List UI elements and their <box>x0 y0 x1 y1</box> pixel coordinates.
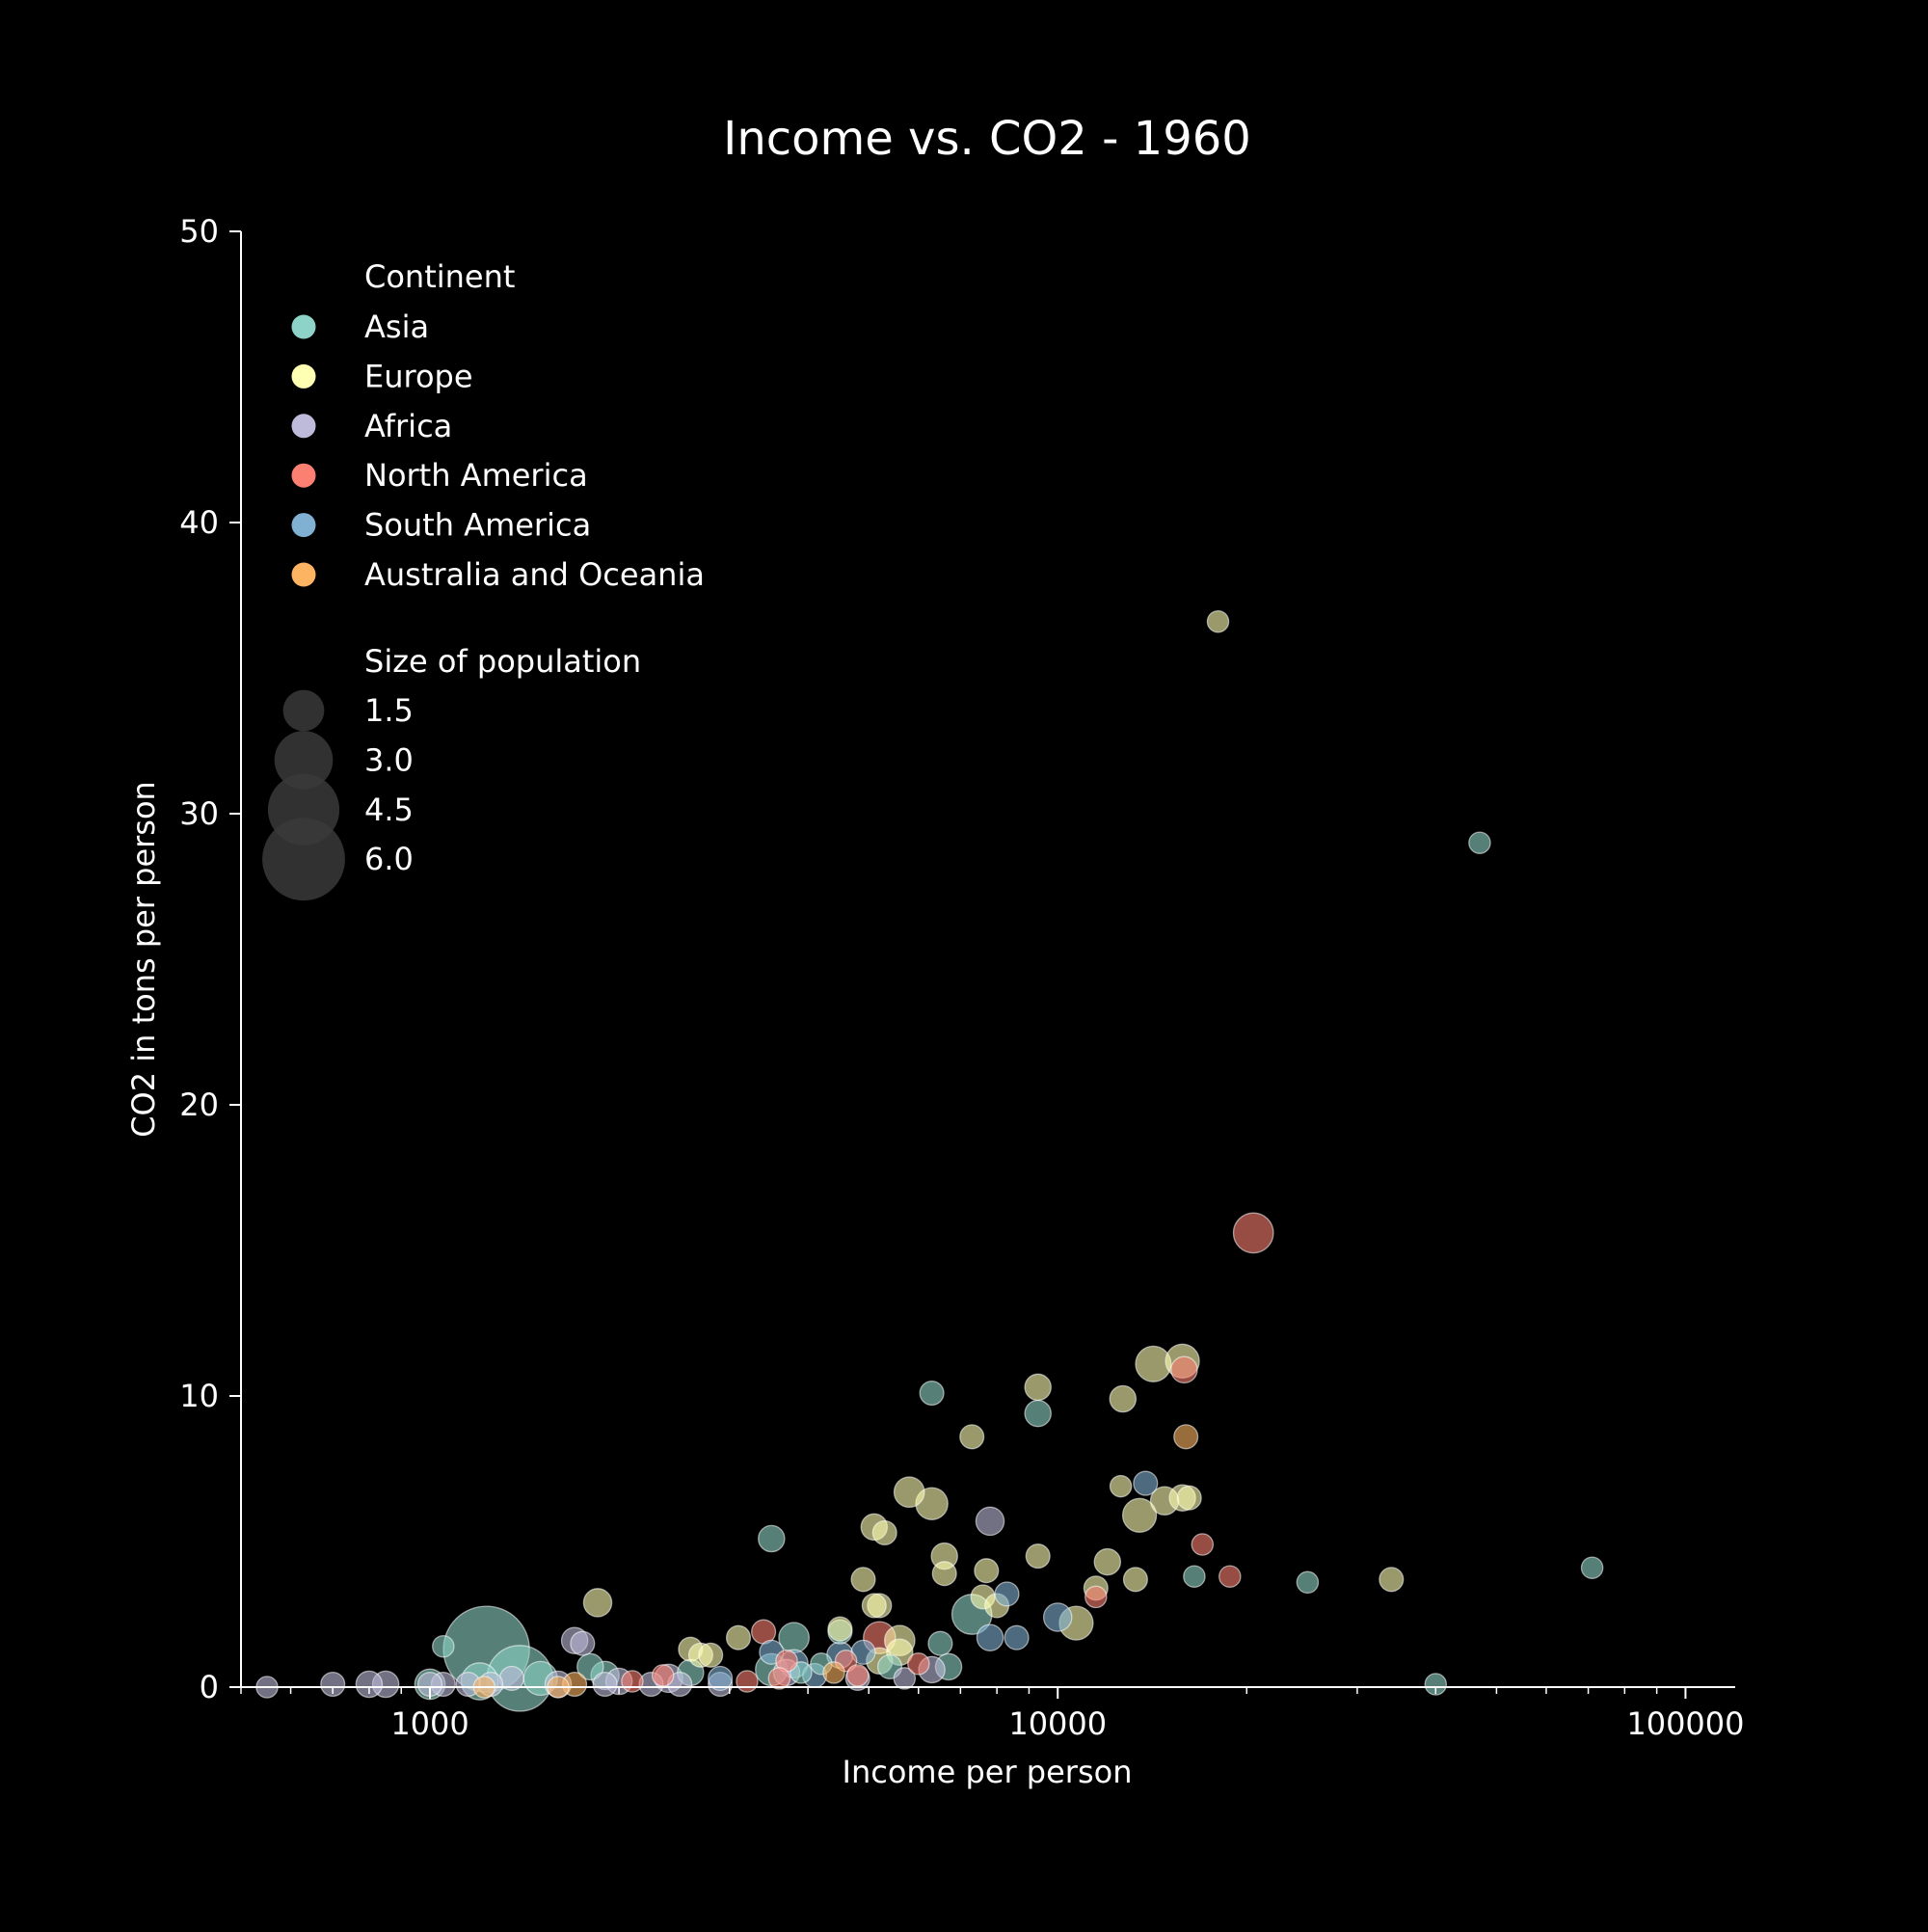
legend-size-marker <box>282 689 325 732</box>
legend-size-marker <box>274 731 334 790</box>
point-europe <box>1121 1497 1158 1533</box>
point-australia-and-oceania <box>1173 1424 1199 1450</box>
point-europe <box>974 1558 1000 1584</box>
point-asia <box>919 1380 945 1407</box>
point-europe <box>582 1588 613 1618</box>
point-asia <box>1468 831 1491 854</box>
x-tick-label: 1000 <box>390 1705 469 1742</box>
y-tick-label: 0 <box>200 1669 219 1705</box>
point-europe <box>1206 609 1230 633</box>
point-asia <box>576 1652 604 1681</box>
point-africa <box>592 1671 618 1698</box>
point-north-america <box>1170 1355 1198 1384</box>
legend-marker-north-america <box>291 463 316 488</box>
point-north-america <box>1191 1533 1215 1556</box>
point-south-america <box>708 1665 734 1691</box>
legend-marker-australia-and-oceania <box>291 562 316 587</box>
y-tick-label: 30 <box>179 795 219 832</box>
point-europe <box>931 1561 957 1587</box>
point-europe <box>959 1424 985 1450</box>
point-asia <box>1580 1556 1604 1579</box>
legend-label-south-america: South America <box>364 507 591 544</box>
point-europe <box>1024 1373 1052 1402</box>
point-asia <box>1424 1673 1448 1696</box>
point-africa <box>570 1630 596 1656</box>
point-asia <box>758 1524 786 1553</box>
axes-layer: 1000 10000 100000 0 10 20 30 40 50 <box>179 213 1744 1742</box>
point-europe <box>850 1567 876 1593</box>
point-europe <box>893 1476 925 1509</box>
point-europe <box>1379 1567 1405 1593</box>
point-europe <box>827 1616 853 1642</box>
point-asia <box>1296 1570 1320 1595</box>
legend-label-north-america: North America <box>364 457 588 494</box>
point-australia-and-oceania <box>822 1661 845 1684</box>
legend: Continent Size of population Asia Europe A… <box>262 258 705 901</box>
legend-marker-africa <box>291 414 316 439</box>
point-europe <box>1109 1474 1133 1498</box>
point-asia <box>927 1630 953 1656</box>
point-asia <box>1024 1399 1052 1428</box>
point-europe <box>1109 1384 1138 1413</box>
point-europe <box>698 1642 724 1668</box>
x-tick-label: 100000 <box>1626 1705 1744 1742</box>
point-north-america <box>736 1670 759 1693</box>
point-north-america <box>767 1667 791 1690</box>
point-africa <box>893 1667 917 1690</box>
chart-title: Income vs. CO2 - 1960 <box>723 112 1251 166</box>
point-europe <box>725 1624 752 1650</box>
point-south-america <box>976 1623 1004 1651</box>
legend-label-europe: Europe <box>364 358 473 394</box>
x-axis-label: Income per person <box>843 1754 1133 1790</box>
point-europe <box>1176 1485 1202 1511</box>
legend-marker-europe <box>291 363 316 389</box>
legend-label-asia: Asia <box>364 309 429 345</box>
y-tick-label: 20 <box>179 1087 219 1123</box>
point-south-america <box>1133 1470 1159 1496</box>
point-north-america <box>907 1652 930 1676</box>
point-asia <box>1183 1565 1206 1588</box>
legend-marker-asia <box>291 314 316 339</box>
legend-size-label: 1.5 <box>364 692 414 729</box>
legend-label-africa: Africa <box>364 408 452 444</box>
legend-size-marker <box>262 818 345 901</box>
point-asia <box>432 1634 455 1658</box>
point-south-america <box>1042 1602 1073 1632</box>
point-europe <box>1025 1543 1051 1570</box>
legend-marker-south-america <box>291 513 316 538</box>
point-africa <box>355 1670 384 1699</box>
point-north-america <box>1218 1565 1242 1588</box>
y-axis-label: CO2 in tons per person <box>125 781 162 1138</box>
point-south-america <box>994 1581 1020 1607</box>
point-north-america <box>845 1664 870 1687</box>
point-north-america <box>621 1670 644 1693</box>
legend-label-australia-and-oceania: Australia and Oceania <box>364 556 705 593</box>
y-tick-label: 50 <box>179 213 219 250</box>
point-europe <box>1122 1567 1148 1593</box>
y-tick-label: 40 <box>179 504 219 541</box>
y-tick-label: 10 <box>179 1378 219 1414</box>
point-north-america <box>1232 1212 1274 1254</box>
point-north-america <box>651 1664 675 1687</box>
point-africa <box>320 1671 346 1698</box>
point-europe <box>861 1593 887 1619</box>
point-africa <box>975 1506 1005 1537</box>
point-south-america <box>1004 1624 1030 1650</box>
x-tick-label: 10000 <box>1008 1705 1107 1742</box>
point-north-america <box>1084 1585 1108 1609</box>
point-europe <box>1093 1547 1122 1576</box>
legend-size-title: Size of population <box>364 643 641 680</box>
point-europe <box>871 1519 897 1545</box>
legend-size-label: 6.0 <box>364 841 414 877</box>
legend-size-label: 4.5 <box>364 792 414 828</box>
points-layer <box>255 609 1604 1712</box>
legend-color-title: Continent <box>364 258 515 295</box>
legend-size-label: 3.0 <box>364 741 414 778</box>
